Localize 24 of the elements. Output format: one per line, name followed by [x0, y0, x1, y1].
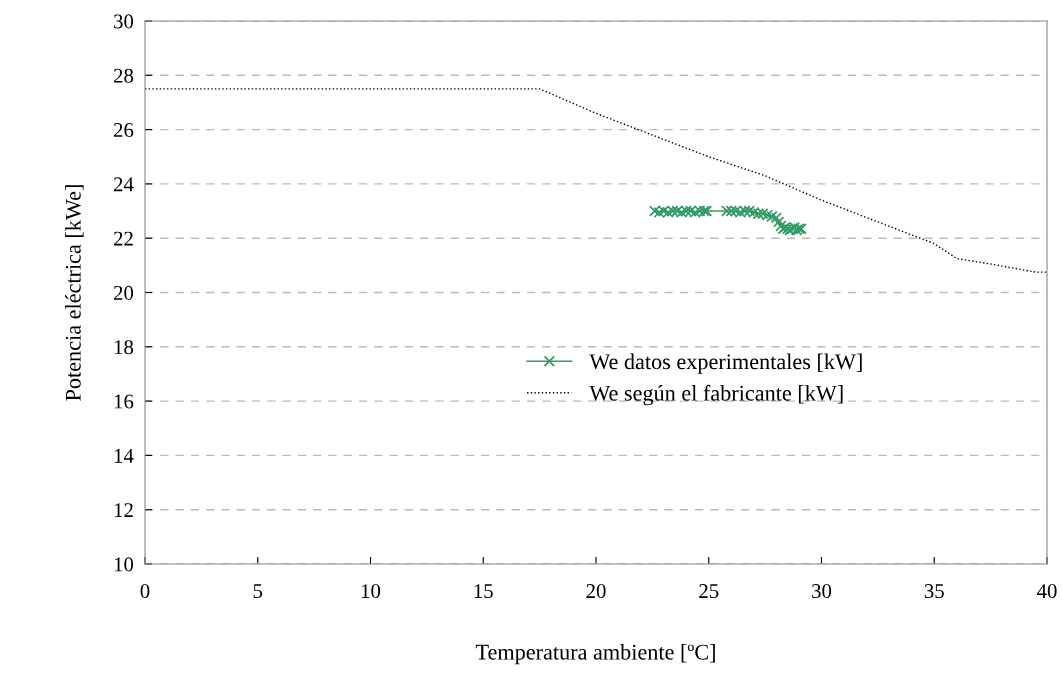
y-tick-label: 24	[113, 177, 134, 192]
x-tick-label: 20	[586, 584, 606, 599]
y-tick-label: 30	[114, 14, 134, 29]
y-axis-title: Potencia eléctrica [kWe]	[65, 185, 84, 401]
legend-label: We según el fabricante [kW]	[589, 384, 843, 406]
y-tick-label: 26	[113, 123, 134, 138]
y-tick-label: 10	[114, 557, 134, 572]
y-tick-label: 22	[113, 231, 133, 246]
x-tick-label: 25	[699, 584, 719, 599]
y-tick-label: 20	[113, 285, 134, 300]
y-tick-label: 14	[114, 448, 134, 463]
y-tick-label: 16	[114, 394, 134, 409]
y-tick-label: 12	[114, 503, 133, 517]
x-tick-label: 0	[140, 584, 150, 599]
legend-label: We datos experimentales [kW]	[589, 353, 862, 374]
y-tick-label: 28	[113, 68, 134, 83]
x-tick-label: 15	[474, 584, 493, 599]
x-tick-label: 10	[361, 584, 381, 599]
x-tick-label: 35	[924, 584, 944, 599]
y-tick-label: 18	[114, 340, 134, 355]
x-axis-title: Temperatura ambiente [ºC]	[475, 644, 715, 665]
x-tick-label: 5	[253, 584, 263, 599]
x-tick-label: 40	[1036, 584, 1057, 599]
x-tick-label: 30	[812, 584, 832, 599]
